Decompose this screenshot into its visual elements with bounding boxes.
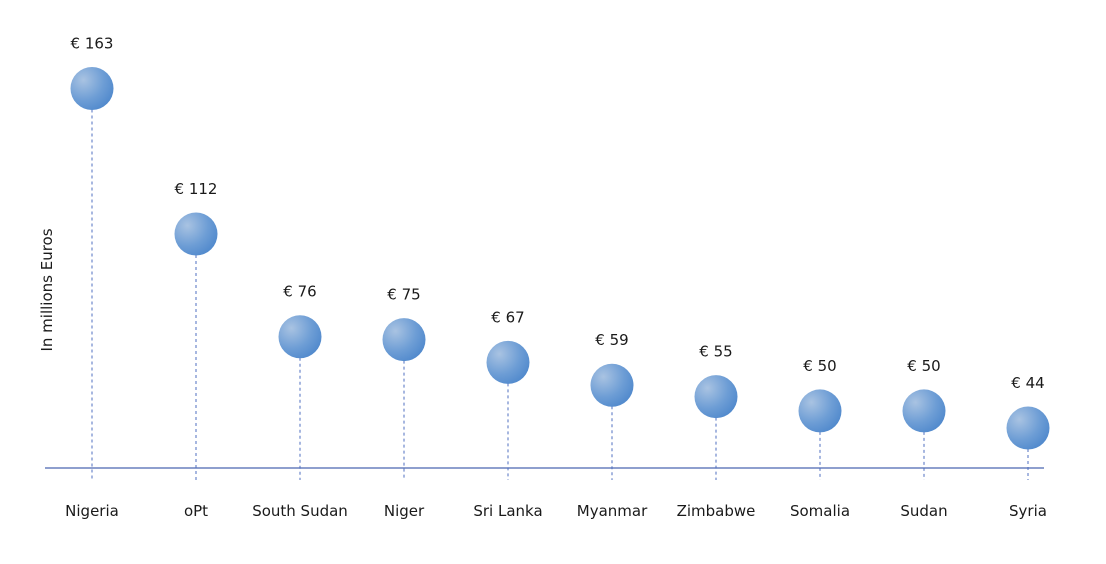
x-tick-label-5: Myanmar <box>577 502 648 520</box>
data-point-1 <box>174 212 218 256</box>
data-point-5 <box>590 363 634 407</box>
x-tick-label-1: oPt <box>184 502 208 520</box>
data-point-8 <box>902 389 946 433</box>
data-point-3 <box>382 318 426 362</box>
x-tick-label-9: Syria <box>1009 502 1047 520</box>
data-point-4 <box>486 340 530 384</box>
data-point-0 <box>70 66 114 110</box>
data-label-3: € 75 <box>387 286 420 304</box>
x-tick-label-8: Sudan <box>900 502 947 520</box>
data-point-6 <box>694 375 738 419</box>
data-label-5: € 59 <box>595 331 628 349</box>
data-label-6: € 55 <box>699 343 732 361</box>
x-tick-label-3: Niger <box>384 502 425 520</box>
x-tick-label-0: Nigeria <box>65 502 119 520</box>
x-tick-label-6: Zimbabwe <box>677 502 756 520</box>
data-point-9 <box>1006 406 1050 450</box>
x-tick-label-4: Sri Lanka <box>473 502 542 520</box>
x-tick-label-2: South Sudan <box>252 502 348 520</box>
data-label-7: € 50 <box>803 357 836 375</box>
data-label-2: € 76 <box>283 283 316 301</box>
y-axis-label: In millions Euros <box>38 228 56 351</box>
data-label-1: € 112 <box>175 180 218 198</box>
data-label-0: € 163 <box>71 34 114 52</box>
data-point-7 <box>798 389 842 433</box>
x-tick-label-7: Somalia <box>790 502 850 520</box>
data-label-9: € 44 <box>1011 374 1044 392</box>
data-label-4: € 67 <box>491 308 524 326</box>
data-point-2 <box>278 315 322 359</box>
data-label-8: € 50 <box>907 357 940 375</box>
